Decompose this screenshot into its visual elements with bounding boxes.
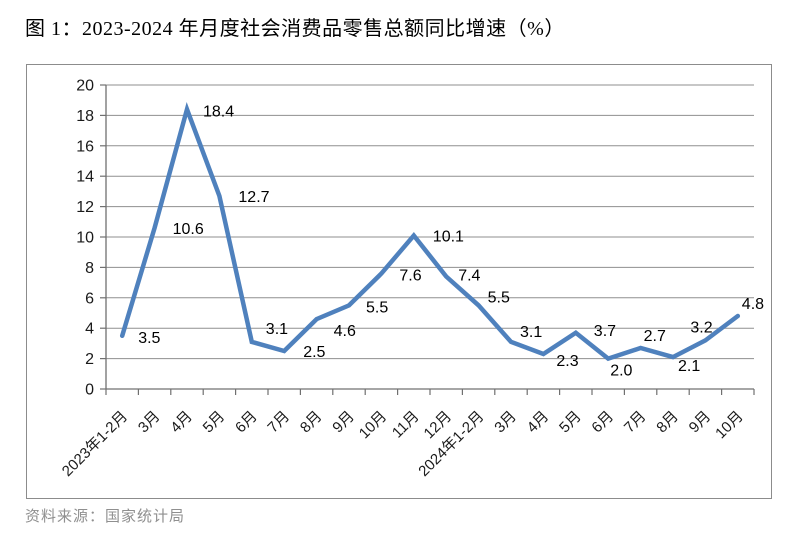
svg-text:20: 20 xyxy=(76,78,94,95)
svg-text:5.5: 5.5 xyxy=(366,299,388,316)
svg-text:3.1: 3.1 xyxy=(266,321,288,338)
svg-text:8月: 8月 xyxy=(297,408,326,437)
svg-text:3.5: 3.5 xyxy=(138,330,160,347)
svg-text:2.0: 2.0 xyxy=(610,363,632,380)
svg-text:2: 2 xyxy=(85,351,94,368)
svg-text:5.5: 5.5 xyxy=(488,289,510,306)
svg-text:7.4: 7.4 xyxy=(458,268,480,285)
svg-text:12.7: 12.7 xyxy=(238,189,269,206)
svg-text:3.7: 3.7 xyxy=(594,323,616,340)
svg-text:10月: 10月 xyxy=(356,408,390,442)
svg-text:6月: 6月 xyxy=(589,408,618,437)
data-point-labels: 3.5 10.6 18.4 12.7 3.1 2.5 4.6 5.5 7.6 10.1 7.4 5.5… xyxy=(138,103,764,379)
y-axis-labels: 0 2 4 6 8 10 12 14 16 18 20 xyxy=(76,78,94,399)
svg-text:10.1: 10.1 xyxy=(433,228,464,245)
svg-text:12: 12 xyxy=(76,199,94,216)
svg-text:8: 8 xyxy=(85,260,94,277)
svg-text:9月: 9月 xyxy=(329,408,358,437)
svg-text:0: 0 xyxy=(85,382,94,399)
svg-text:16: 16 xyxy=(76,138,94,155)
svg-text:18: 18 xyxy=(76,108,94,125)
svg-text:4月: 4月 xyxy=(524,408,553,437)
svg-text:8月: 8月 xyxy=(653,408,682,437)
svg-text:10月: 10月 xyxy=(712,408,746,442)
svg-text:4: 4 xyxy=(85,321,94,338)
svg-text:2.7: 2.7 xyxy=(644,328,666,345)
svg-text:10.6: 10.6 xyxy=(173,221,204,238)
svg-text:5月: 5月 xyxy=(200,408,229,437)
svg-text:6月: 6月 xyxy=(232,408,261,437)
svg-text:5月: 5月 xyxy=(556,408,585,437)
svg-text:3月: 3月 xyxy=(491,408,520,437)
svg-text:14: 14 xyxy=(76,169,94,186)
svg-text:2.3: 2.3 xyxy=(556,353,578,370)
figure-title: 图 1：2023-2024 年月度社会消费品零售总额同比增速（%） xyxy=(25,18,565,40)
svg-text:9月: 9月 xyxy=(686,408,715,437)
chart-frame: 0 2 4 6 8 10 12 14 16 18 20 2023年1-2月 3月 4月 5月 6月 7月 8月 9月… xyxy=(26,64,772,499)
svg-text:3月: 3月 xyxy=(135,408,164,437)
source-note: 资料来源：国家统计局 xyxy=(25,509,186,525)
svg-text:4.8: 4.8 xyxy=(742,296,764,313)
svg-text:4月: 4月 xyxy=(167,408,196,437)
svg-text:6: 6 xyxy=(85,290,94,307)
svg-text:7月: 7月 xyxy=(265,408,294,437)
series-line xyxy=(119,101,741,362)
svg-text:3.1: 3.1 xyxy=(520,324,542,341)
svg-text:11月: 11月 xyxy=(389,408,423,442)
svg-text:10: 10 xyxy=(76,230,94,247)
svg-text:7月: 7月 xyxy=(621,408,650,437)
svg-text:18.4: 18.4 xyxy=(203,103,234,120)
svg-text:7.6: 7.6 xyxy=(399,267,421,284)
svg-text:2.5: 2.5 xyxy=(303,344,325,361)
svg-text:3.2: 3.2 xyxy=(690,319,712,336)
svg-text:2023年1-2月: 2023年1-2月 xyxy=(59,408,131,480)
svg-text:2.1: 2.1 xyxy=(678,358,700,375)
axis-ticks xyxy=(100,84,755,395)
x-axis-labels: 2023年1-2月 3月 4月 5月 6月 7月 8月 9月10月11月12月2024年1-2… xyxy=(59,408,747,480)
svg-text:4.6: 4.6 xyxy=(334,323,356,340)
